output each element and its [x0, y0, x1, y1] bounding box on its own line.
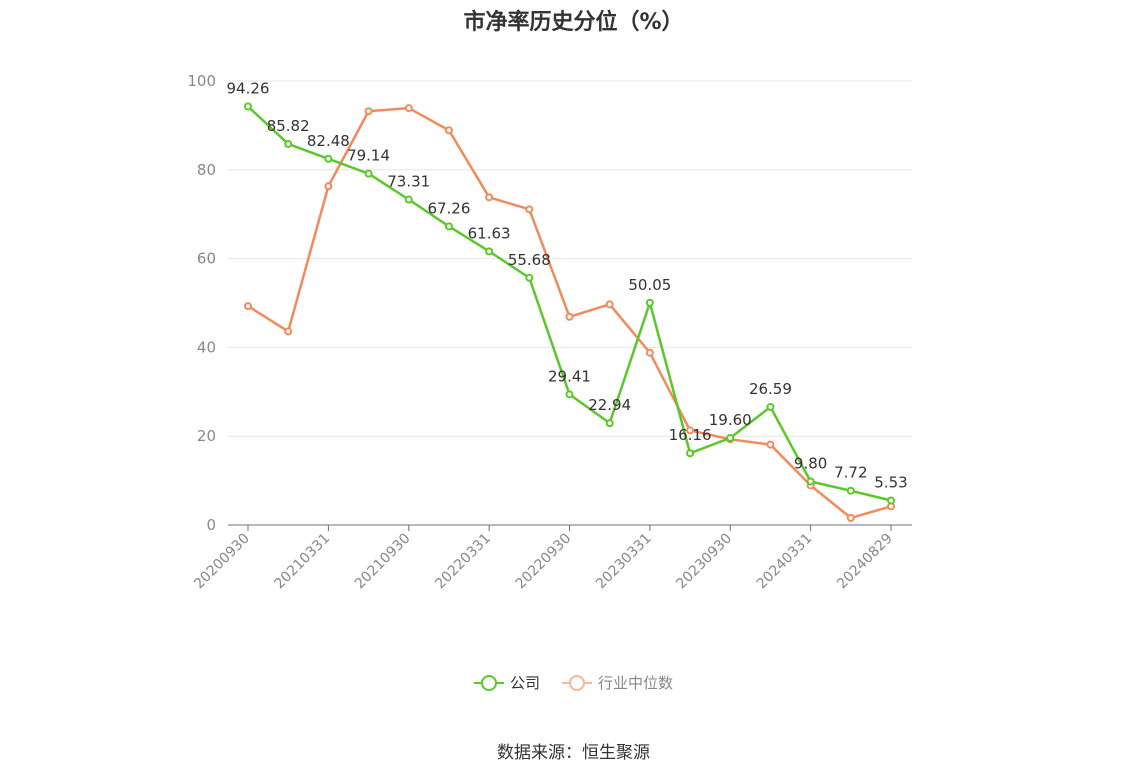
- data-label: 19.60: [709, 411, 752, 429]
- grid-lines: [228, 80, 912, 437]
- company-point: [444, 222, 453, 231]
- chart-title: 市净率历史分位（%）: [463, 10, 684, 35]
- company-point: [404, 195, 413, 204]
- data-label: 79.14: [347, 147, 390, 165]
- company-point: [806, 477, 815, 486]
- series-layer: [244, 102, 895, 522]
- company-point: [565, 390, 574, 399]
- company-point: [284, 139, 293, 148]
- industry-median-point: [766, 440, 775, 449]
- x-tick-label: 20220331: [432, 531, 494, 593]
- data-label: 29.41: [548, 367, 591, 385]
- company-point: [324, 154, 333, 163]
- company-point: [766, 402, 775, 411]
- data-label: 85.82: [267, 117, 310, 135]
- x-tick-label: 20230331: [593, 531, 655, 593]
- company-point: [605, 419, 614, 428]
- x-tick-label: 20200930: [191, 531, 253, 593]
- data-label: 50.05: [628, 276, 671, 294]
- legend-industry-label: 行业中位数: [598, 674, 674, 692]
- x-tick-label: 20240331: [754, 531, 816, 593]
- company-point: [846, 486, 855, 495]
- company-point: [244, 102, 252, 111]
- data-label: 16.16: [669, 426, 712, 444]
- company-point: [887, 496, 895, 505]
- x-tick-label: 20240829: [834, 531, 896, 593]
- company-point: [525, 273, 534, 282]
- y-tick-label: 0: [206, 516, 216, 534]
- industry-median-point: [284, 327, 293, 336]
- data-label: 73.31: [387, 173, 430, 191]
- legend-industry-symbol: [562, 673, 592, 693]
- industry-median-point: [605, 300, 614, 309]
- x-tick-label: 20230930: [673, 531, 735, 593]
- x-tick-label: 20210331: [271, 531, 333, 593]
- legend-company-label: 公司: [509, 674, 540, 692]
- legend: 公司 行业中位数: [0, 672, 1147, 693]
- legend-company-symbol: [473, 673, 504, 693]
- company-point: [686, 449, 695, 458]
- data-label: 67.26: [427, 199, 470, 217]
- data-label: 61.63: [468, 224, 511, 242]
- industry-median-point: [444, 126, 453, 135]
- y-tick-label: 60: [197, 250, 216, 268]
- data-label: 22.94: [588, 396, 631, 414]
- y-tick-label: 80: [197, 161, 216, 179]
- data-label: 5.53: [874, 473, 907, 491]
- company-point: [645, 298, 654, 307]
- industry-median-point: [686, 426, 695, 435]
- industry-median-point: [485, 193, 494, 202]
- axes: 0 20 40 60 80 100 20200930 20210331 20210930 2022…: [187, 72, 912, 592]
- legend-item-industry-median[interactable]: 行业中位数: [562, 672, 673, 693]
- industry-median-point: [324, 182, 333, 191]
- company-point: [726, 433, 735, 442]
- data-label: 9.80: [794, 454, 827, 472]
- industry-median-point: [244, 302, 252, 311]
- industry-median-point: [565, 312, 574, 321]
- data-label: 82.48: [307, 132, 350, 150]
- x-tick-label: 20210930: [352, 531, 414, 593]
- y-tick-label: 40: [197, 338, 216, 356]
- data-label: 26.59: [749, 380, 792, 398]
- company-point: [485, 247, 494, 256]
- data-label: 55.68: [508, 251, 551, 269]
- legend-item-company[interactable]: 公司: [473, 672, 540, 693]
- industry-median-point: [846, 513, 855, 522]
- y-tick-label: 100: [187, 72, 216, 90]
- industry-median-point: [404, 104, 413, 113]
- industry-median-point: [364, 107, 373, 116]
- data-label: 7.72: [834, 464, 867, 482]
- y-tick-label: 20: [197, 427, 216, 445]
- series-line-company: [247, 105, 892, 502]
- company-point: [364, 169, 373, 178]
- data-label: 94.26: [227, 79, 270, 97]
- industry-median-point: [525, 205, 534, 214]
- x-tick-label: 20220930: [513, 531, 575, 593]
- industry-median-point: [645, 348, 654, 357]
- source-note: 数据来源：恒生聚源: [497, 743, 650, 763]
